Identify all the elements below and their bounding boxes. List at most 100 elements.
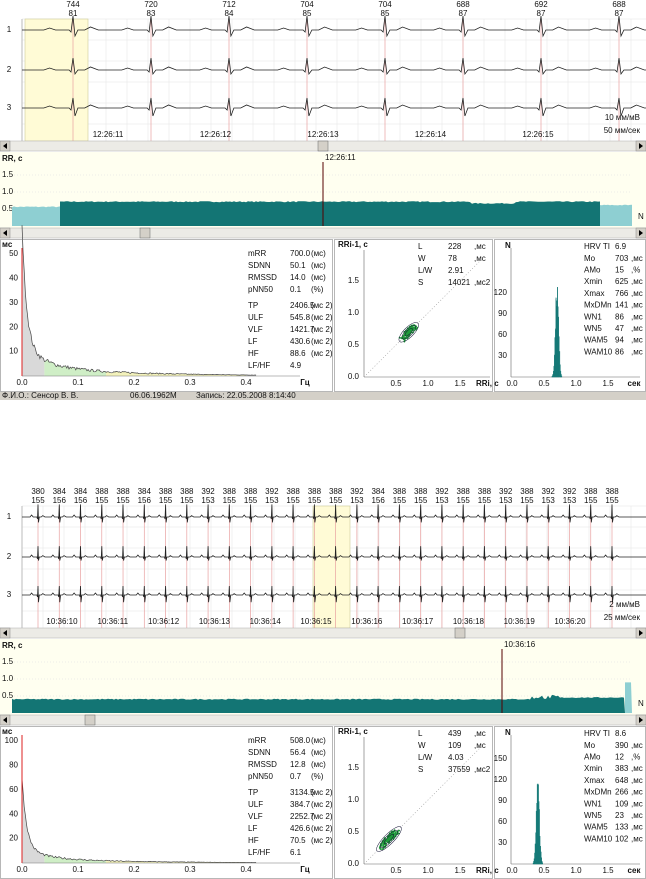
histogram-ytick: 90 [498,796,507,805]
spectrum-stat: (мс 2) [311,337,333,346]
scroll-thumb[interactable] [317,140,329,152]
spectrum-stat: SDNN [248,748,271,757]
arrow-left [3,143,7,149]
spectrum-stat: 70.5 [290,836,306,845]
pane [494,726,646,879]
spectrum-xtick: 0.2 [128,378,140,387]
arrow-left [3,630,7,636]
heart-rate: 153 [201,496,215,505]
spectrum-stat: HF [248,349,259,358]
rr-interval: 388 [393,487,407,496]
rr-interval: 384 [371,487,385,496]
scatter-ytick: 1.5 [348,276,360,285]
spectrum-ytick: 10 [9,347,18,356]
histogram-ytick: 30 [498,838,507,847]
spectrum-stat: (мс 2) [311,812,333,821]
histogram-xtick: 0.0 [506,379,518,388]
heart-rate: 156 [74,496,88,505]
histogram-ytick: 150 [494,754,508,763]
scatter-xtick: 0.5 [390,379,402,388]
histogram-ytick: 60 [498,817,507,826]
arrow-right [639,143,643,149]
time-label: 10:36:14 [250,617,282,626]
histogram-xunit: сек [628,379,642,388]
heart-rate: 155 [393,496,407,505]
heart-rate: 155 [223,496,237,505]
histogram-stat: AMo [584,266,601,275]
scrollbar[interactable] [0,714,646,726]
speed-label: 25 мм/сек [604,613,641,622]
status-text: М [170,391,177,400]
spectrum-stat: (мс 2) [311,349,333,358]
spectrum-stat: (мс) [311,748,326,757]
ecg-trace [22,15,646,38]
spectrum-stat: (%) [311,285,324,294]
arrow-right [639,630,643,636]
rr-interval: 392 [265,487,279,496]
histogram-bar [542,862,543,865]
spectrum-stat: (мс) [311,249,326,258]
scroll-thumb[interactable] [84,714,96,726]
spectrum-stat: 545.8 [290,313,311,322]
pane [0,726,333,879]
scatter-contour [383,833,395,845]
status-text: Запись: 22.05.2008 8:14:40 [196,391,296,400]
scatter-contour [401,325,416,340]
histogram-stat: ,мс [631,741,643,750]
histogram-stat: 703 [615,254,629,263]
scatter-stat: 78 [448,254,457,263]
histogram-xtick: 0.5 [538,379,550,388]
spectrum-curve [21,778,257,863]
spectrum-xtick: 0.0 [16,378,28,387]
heart-rate: 155 [414,496,428,505]
scatter-stat: 109 [448,741,462,750]
rr-interval: 744 [66,0,80,9]
histogram-xtick: 1.5 [602,379,614,388]
spectrum-stat: 88.6 [290,349,306,358]
rr-interval: 392 [499,487,513,496]
spectrum-xtick: 0.4 [240,865,252,874]
scrollbar[interactable] [0,627,646,639]
spectrum-stat: pNN50 [248,772,273,781]
histogram-stat: 15 [615,266,624,275]
trend-n: N [638,212,644,221]
spectrum-xunit: Гц [300,865,310,874]
spectrum-stat: 14.0 [290,273,306,282]
rr-interval: 392 [563,487,577,496]
histogram-stat: 86 [615,347,624,356]
scatter-dot [402,334,405,337]
histogram-stat: ,мс [631,301,643,310]
heart-rate: 83 [147,9,156,18]
rr-trend [600,204,632,226]
heart-rate: 155 [605,496,619,505]
scroll-thumb[interactable] [139,227,151,239]
histogram-stat: 23 [615,811,624,820]
scroll-thumb[interactable] [454,627,466,639]
ecg-trace [22,504,646,523]
histogram-stat: 12 [615,753,624,762]
spectrum-stat: TP [248,301,258,310]
histogram-bar [541,857,542,865]
histogram-stat: ,мс [631,347,643,356]
scatter-stat: 14021 [448,278,471,287]
scrollbar[interactable] [0,227,646,239]
rr-interval: 384 [138,487,152,496]
lead-label: 2 [7,65,12,74]
spectrum-stat: pNN50 [248,285,273,294]
scatter-stat: ,мс [474,729,486,738]
heart-rate: 155 [329,496,343,505]
status-text: Ф.И.О.: Сенсор В. В. [2,391,78,400]
spectrum-stat: ULF [248,800,263,809]
scatter-dot [409,326,412,329]
scatter-stat: 439 [448,729,462,738]
histogram-ytick: 120 [494,775,508,784]
heart-rate: 155 [478,496,492,505]
spectrum-stat: TP [248,788,258,797]
scatter-stat: L [418,242,423,251]
histogram-stat: Mo [584,254,596,263]
histogram-ytick: 120 [494,288,508,297]
rr-interval: 388 [244,487,258,496]
heart-rate: 81 [69,9,78,18]
rr-interval: 388 [478,487,492,496]
heart-rate: 156 [138,496,152,505]
